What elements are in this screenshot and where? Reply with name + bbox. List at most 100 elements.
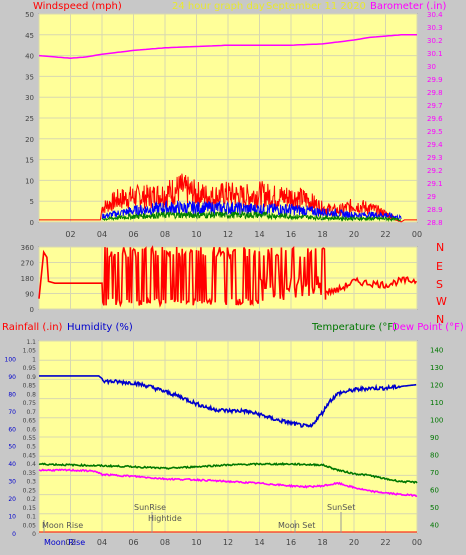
moonset-label: Moon Set <box>278 521 315 530</box>
wind-y-tick: 30 <box>25 94 34 102</box>
humidity-axis-title: Humidity (%) <box>67 322 133 333</box>
rainfall-y-tick: 0 <box>32 531 36 538</box>
series-layer <box>38 34 418 533</box>
wind-avg-line <box>101 209 402 223</box>
compass-label-n-bottom: N <box>436 313 444 326</box>
direction-y-tick: 270 <box>21 260 34 268</box>
x-tick-label: 22 <box>380 230 390 239</box>
temperature-y-tick: 120 <box>430 382 443 390</box>
wind-y-tick: 50 <box>25 11 34 19</box>
barometer-y-tick: 30.2 <box>427 37 443 45</box>
temperature-y-tick: 50 <box>430 504 439 512</box>
wind-y-tick: 45 <box>25 32 34 40</box>
temperature-y-tick: 80 <box>430 451 439 459</box>
x-tick-label: 14 <box>254 230 264 239</box>
temperature-y-tick: 40 <box>430 521 439 529</box>
x-tick-label: 00 <box>412 230 422 239</box>
moonrise-label-top: Moon Rise <box>42 521 83 530</box>
wind-y-tick: 20 <box>25 136 34 144</box>
direction-y-tick: 180 <box>21 275 34 283</box>
graph-date: September 11 2020 <box>266 1 366 12</box>
x-tick-label: 22 <box>380 538 390 547</box>
x-tick-label: 18 <box>317 538 327 547</box>
rainfall-y-tick: 0.7 <box>26 409 36 416</box>
direction-y-tick: 90 <box>25 291 34 299</box>
x-tick-label: 12 <box>223 538 233 547</box>
dewpoint-line <box>38 468 418 498</box>
x-tick-label: 04 <box>97 230 107 239</box>
x-tick-label: 08 <box>160 230 170 239</box>
rainfall-y-tick: 0.8 <box>26 391 36 398</box>
temperature-y-tick: 70 <box>430 469 439 477</box>
x-tick-label: 20 <box>349 538 359 547</box>
humidity-line <box>39 375 417 428</box>
temperature-y-tick: 130 <box>430 364 443 372</box>
rainfall-y-tick: 0.75 <box>23 400 37 407</box>
rainfall-y-tick: 0.3 <box>26 479 36 486</box>
x-tick-label: 18 <box>317 230 327 239</box>
rainfall-y-tick: 0.95 <box>23 365 37 372</box>
humidity-y-tick: 100 <box>5 356 17 363</box>
rainfall-y-tick: 0.15 <box>23 505 37 512</box>
barometer-y-tick: 28.8 <box>427 219 443 227</box>
compass-label-e: W <box>436 295 447 308</box>
x-tick-label: 12 <box>223 230 233 239</box>
humidity-y-tick: 40 <box>8 461 16 468</box>
temperature-axis-title: Temperature (°F) <box>311 322 397 333</box>
barometer-y-tick: 30.3 <box>427 24 443 32</box>
humidity-y-tick: 0 <box>12 531 16 538</box>
wind-y-tick: 0 <box>30 219 34 227</box>
rainfall-y-tick: 0.85 <box>23 383 37 390</box>
hightide-label: Hightide <box>148 514 182 523</box>
humidity-y-tick: 80 <box>8 391 16 398</box>
humidity-y-tick: 70 <box>8 409 16 416</box>
x-tick-label: 02 <box>65 538 75 547</box>
barometer-y-tick: 29.6 <box>427 115 443 123</box>
wind-y-tick: 15 <box>25 157 34 165</box>
rainfall-y-tick: 0.65 <box>23 418 37 425</box>
rainfall-y-tick: 0.1 <box>26 514 36 521</box>
x-tick-label: 14 <box>254 538 264 547</box>
sunrise-label: SunRise <box>134 503 166 512</box>
x-tick-label: 08 <box>160 538 170 547</box>
x-tick-label: 06 <box>128 230 138 239</box>
barometer-y-tick: 30 <box>427 63 436 71</box>
rainfall-y-tick: 0.5 <box>26 444 36 451</box>
temperature-y-tick: 100 <box>430 417 443 425</box>
temperature-y-tick: 110 <box>430 399 443 407</box>
barometer-y-tick: 29.3 <box>427 154 443 162</box>
x-tick-label: 16 <box>286 538 296 547</box>
barometer-y-tick: 29.7 <box>427 102 443 110</box>
temperature-y-tick: 140 <box>430 347 443 355</box>
graph-title: 24 hour graph day <box>172 1 265 12</box>
wind-speed-line <box>39 173 417 223</box>
x-tick-label: 10 <box>191 230 201 239</box>
wind-axis-title: Windspeed (mph) <box>33 1 122 12</box>
temperature-line <box>38 461 418 485</box>
direction-y-tick: 360 <box>21 244 34 252</box>
rainfall-y-tick: 1.05 <box>23 348 37 355</box>
rainfall-y-tick: 0.9 <box>26 374 36 381</box>
compass-label-n-top: N <box>436 241 444 254</box>
barometer-y-tick: 30.4 <box>427 11 443 19</box>
temperature-y-tick: 90 <box>430 434 439 442</box>
rainfall-y-tick: 1.1 <box>26 339 36 346</box>
x-tick-label: 04 <box>97 538 107 547</box>
wind-direction-line <box>38 245 418 308</box>
barometer-y-tick: 29.4 <box>427 141 443 149</box>
humidity-y-tick: 90 <box>8 374 16 381</box>
rainfall-axis-title: Rainfall (.in) <box>2 322 63 333</box>
rainfall-y-tick: 0.4 <box>26 461 36 468</box>
humidity-y-tick: 10 <box>8 514 16 521</box>
rainfall-y-tick: 0.55 <box>23 435 37 442</box>
temperature-y-tick: 60 <box>430 486 439 494</box>
barometer-y-tick: 29.2 <box>427 167 443 175</box>
barometer-axis-title: Barometer (.in) <box>370 1 446 12</box>
wind-y-tick: 35 <box>25 73 34 81</box>
barometer-y-tick: 29 <box>427 193 436 201</box>
humidity-y-tick: 50 <box>8 444 16 451</box>
rainfall-y-tick: 0.6 <box>26 426 36 433</box>
wind-y-tick: 40 <box>25 53 34 61</box>
dewpoint-axis-title: Dew Point (°F) <box>392 322 464 333</box>
